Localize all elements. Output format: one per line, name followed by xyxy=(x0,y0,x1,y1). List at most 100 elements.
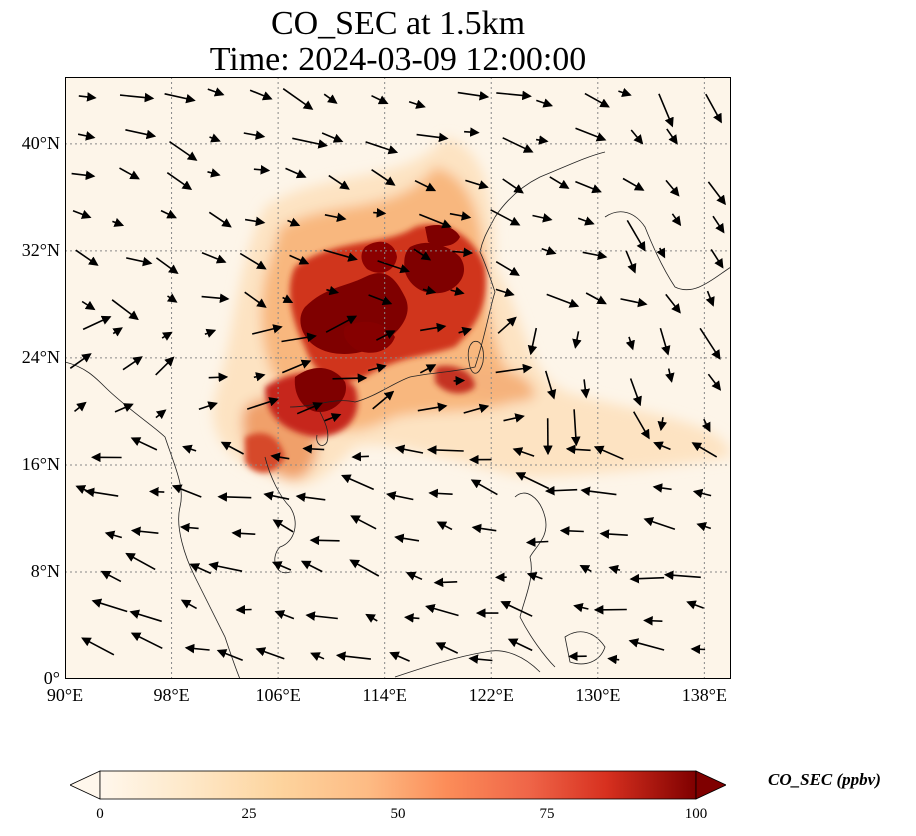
wind-arrow xyxy=(216,649,243,662)
graticule xyxy=(65,77,731,679)
wind-arrow xyxy=(169,140,198,161)
wind-arrow xyxy=(643,616,663,626)
wind-arrow xyxy=(161,331,173,341)
wind-arrow xyxy=(653,441,671,451)
wind-arrow xyxy=(81,300,96,311)
wind-arrow xyxy=(575,127,607,142)
wind-arrow xyxy=(584,92,610,108)
wind-arrow xyxy=(549,176,570,189)
wind-arrow xyxy=(495,261,520,276)
wind-arrow xyxy=(246,397,279,410)
wind-arrow xyxy=(495,287,515,297)
wind-arrow xyxy=(652,483,672,493)
wind-arrow xyxy=(579,564,592,574)
wind-arrow xyxy=(565,444,591,455)
wind-arrow xyxy=(365,613,378,623)
wind-arrow xyxy=(691,442,718,458)
wind-arrow xyxy=(515,472,550,490)
wind-arrow xyxy=(422,285,437,295)
wind-arrow xyxy=(599,529,628,539)
colorbar-tick-label: 50 xyxy=(390,806,406,822)
wind-arrow xyxy=(82,315,112,331)
wind-arrow xyxy=(582,250,608,261)
wind-arrow xyxy=(372,390,395,410)
wind-arrow xyxy=(686,600,704,610)
wind-arrow xyxy=(416,132,449,143)
wind-arrow xyxy=(296,402,323,415)
lat-tick-label: 24°N xyxy=(21,346,60,367)
wind-arrow xyxy=(155,356,175,376)
wind-arrow xyxy=(665,179,680,197)
wind-arrow xyxy=(371,169,396,186)
wind-arrow xyxy=(201,251,227,264)
wind-arrow xyxy=(527,327,538,356)
wind-arrow xyxy=(367,363,387,373)
wind-arrow xyxy=(324,212,347,223)
wind-arrow xyxy=(253,165,271,175)
wind-arrow xyxy=(305,611,338,621)
wind-arrow xyxy=(545,485,578,496)
colorbar-tick-label: 75 xyxy=(539,806,555,822)
wind-arrow xyxy=(274,610,295,620)
wind-arrow xyxy=(449,211,472,221)
wind-arrow xyxy=(201,293,230,303)
lat-tick-label: 32°N xyxy=(21,239,60,260)
wind-arrow xyxy=(104,530,123,540)
wind-arrow xyxy=(270,452,290,462)
lat-tick-label: 40°N xyxy=(21,132,60,153)
wind-arrow xyxy=(630,129,644,145)
wind-arrow xyxy=(500,600,533,617)
wind-arrow xyxy=(323,249,358,262)
wind-arrow xyxy=(580,379,591,399)
lon-tick-label: 106°E xyxy=(255,685,301,705)
wind-arrow xyxy=(671,213,682,227)
coastlines xyxy=(64,151,732,680)
lon-tick-label: 90°E xyxy=(46,685,84,705)
wind-arrow xyxy=(377,260,410,274)
wind-arrow xyxy=(287,217,301,227)
wind-arrow xyxy=(281,332,317,343)
wind-arrow xyxy=(71,170,96,181)
wind-arrow xyxy=(536,98,554,108)
colorbar xyxy=(70,770,726,800)
colorbar-max-extend xyxy=(695,770,726,800)
wind-arrow xyxy=(559,526,584,536)
wind-arrow xyxy=(425,603,459,617)
colorbar-tick-label: 0 xyxy=(96,806,104,822)
wind-arrow xyxy=(699,327,721,360)
wind-arrow xyxy=(207,168,221,178)
wind-arrow xyxy=(495,363,533,374)
wind-arrow xyxy=(326,285,340,296)
colorbar-gradient xyxy=(99,770,697,800)
wind-arrow xyxy=(628,638,665,651)
wind-arrow xyxy=(657,417,668,432)
wind-arrow xyxy=(450,286,465,296)
wind-arrow xyxy=(160,209,177,219)
wind-arrow xyxy=(72,209,92,219)
wind-arrow xyxy=(394,444,424,455)
wind-arrow xyxy=(309,535,340,546)
wind-arrow xyxy=(349,559,380,577)
wind-arrow xyxy=(428,488,453,499)
wind-arrow xyxy=(335,651,371,661)
wind-arrow xyxy=(249,89,273,101)
wind-arrow xyxy=(271,561,292,571)
wind-arrow xyxy=(608,564,621,575)
wind-arrow xyxy=(350,515,377,530)
wind-arrow xyxy=(690,644,706,655)
wind-arrow xyxy=(204,328,217,338)
wind-arrow xyxy=(376,330,396,341)
co-concentration-field xyxy=(213,137,732,486)
wind-arrow xyxy=(164,93,196,104)
wind-arrow xyxy=(125,129,157,140)
wind-arrow xyxy=(324,413,342,423)
wind-arrow xyxy=(255,647,285,660)
wind-arrow xyxy=(289,254,310,265)
wind-arrow xyxy=(526,571,543,582)
colorbar-tick-label: 100 xyxy=(684,806,708,822)
wind-arrow xyxy=(701,418,711,433)
wind-arrow xyxy=(705,290,715,307)
wind-arrow xyxy=(321,132,344,143)
lon-tick-label: 114°E xyxy=(362,685,407,705)
wind-arrow xyxy=(435,642,459,654)
